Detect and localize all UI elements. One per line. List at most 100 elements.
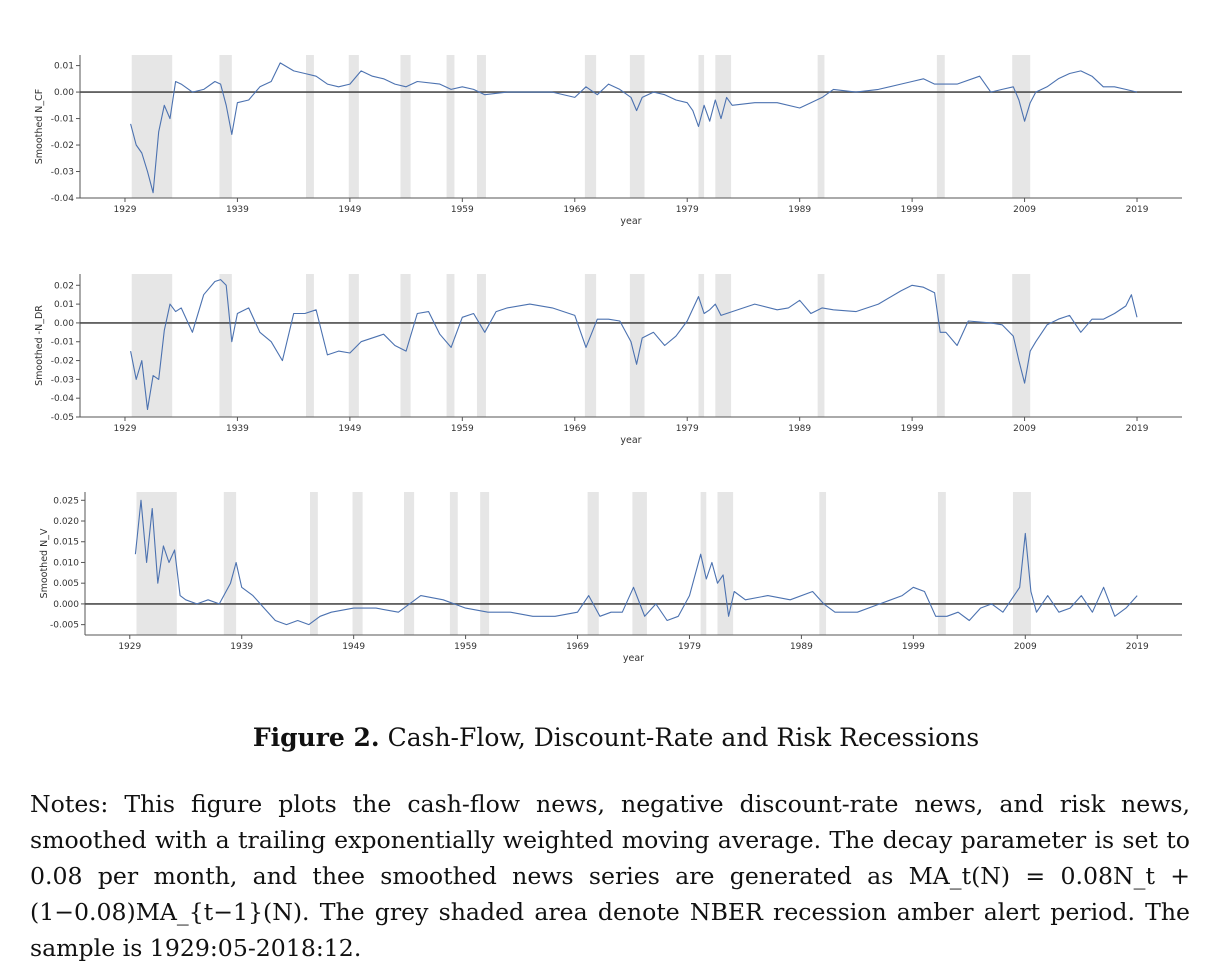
recession-band — [819, 492, 827, 635]
recession-band — [400, 55, 411, 198]
y-tick-label: 0.00 — [54, 319, 74, 329]
series-line — [134, 499, 1138, 626]
y-tick-label: -0.05 — [51, 413, 74, 423]
figure-caption: Figure 2. Cash-Flow, Discount-Rate and R… — [0, 723, 1232, 752]
recession-band — [817, 55, 825, 198]
y-tick-label: -0.03 — [51, 375, 74, 385]
figure-notes: Notes: This figure plots the cash-flow n… — [30, 790, 1190, 962]
y-tick-label: 0.010 — [53, 558, 79, 568]
y-tick-label: -0.03 — [51, 168, 74, 178]
recession-band — [629, 274, 645, 417]
y-tick-label: 0.025 — [53, 496, 79, 506]
x-tick-label: 1979 — [678, 642, 701, 652]
x-tick-label: 1939 — [226, 424, 249, 434]
chart-panel-2: 0.02 0.01 0.00 -0.01 -0.02 -0.03 -0.04 -0.05 192… — [34, 274, 1182, 446]
y-tick-label: -0.02 — [51, 141, 74, 151]
recession-band — [309, 492, 318, 635]
recession-band — [449, 492, 458, 635]
y-tick-label: -0.04 — [51, 194, 75, 204]
y-tick-label: -0.02 — [51, 357, 74, 367]
x-tick-label: 2019 — [1126, 424, 1149, 434]
x-tick-label: 1969 — [563, 205, 586, 215]
x-tick-label: 1999 — [902, 642, 925, 652]
x-tick-label: 1939 — [226, 205, 249, 215]
y-tick-label: 0.000 — [53, 600, 79, 610]
x-tick-label: 1979 — [676, 205, 699, 215]
x-tick-label: 1999 — [901, 205, 924, 215]
x-tick-label: 1979 — [676, 424, 699, 434]
caption-text: Cash-Flow, Discount-Rate and Risk Recess… — [387, 723, 980, 752]
recession-band — [348, 55, 359, 198]
x-tick-label: 2009 — [1013, 424, 1036, 434]
y-tick-label: 0.005 — [53, 579, 79, 589]
y-tick-label: 0.01 — [54, 62, 74, 72]
recession-band — [306, 274, 314, 417]
x-tick-label: 2009 — [1014, 642, 1037, 652]
y-tick-label: 0.020 — [53, 517, 79, 527]
recession-band — [629, 55, 645, 198]
x-tick-label: 2019 — [1126, 642, 1149, 652]
recession-band — [587, 492, 599, 635]
y-tick-label: -0.01 — [51, 338, 74, 348]
recession-band — [937, 492, 946, 635]
recession-band — [700, 492, 707, 635]
recession-band — [584, 55, 597, 198]
recession-band — [476, 55, 486, 198]
x-tick-label: 1929 — [114, 205, 137, 215]
recession-band — [404, 492, 415, 635]
x-tick-label: 1969 — [566, 642, 589, 652]
recession-band — [352, 492, 363, 635]
chart-panel-1: 0.01 0.00 -0.01 -0.02 -0.03 -0.04 1929 1939 1949… — [34, 55, 1182, 227]
x-tick-label: 1989 — [790, 642, 813, 652]
recession-band — [936, 274, 945, 417]
recession-band — [717, 492, 734, 635]
recession-band — [632, 492, 647, 635]
recession-band — [223, 492, 237, 635]
x-tick-label: 1959 — [451, 205, 474, 215]
recession-band — [348, 274, 359, 417]
y-tick-label: -0.005 — [50, 621, 79, 631]
x-tick-label: 1949 — [342, 642, 365, 652]
x-tick-label: 1969 — [563, 424, 586, 434]
recession-band — [131, 55, 173, 198]
y-tick-label: 0.00 — [54, 88, 74, 98]
x-tick-label: 1949 — [338, 205, 361, 215]
y-tick-label: -0.01 — [51, 115, 74, 125]
x-tick-label: 1959 — [454, 642, 477, 652]
recession-band — [1012, 55, 1031, 198]
x-tick-label: 1939 — [230, 642, 253, 652]
y-tick-label: 0.015 — [53, 538, 79, 548]
x-tick-label: 2019 — [1126, 205, 1149, 215]
y-tick-label: 0.02 — [54, 281, 74, 291]
x-axis-label: year — [620, 216, 641, 227]
x-tick-label: 1929 — [114, 424, 137, 434]
y-tick-label: -0.04 — [51, 394, 75, 404]
recession-band — [480, 492, 490, 635]
recession-band — [936, 55, 945, 198]
recession-band — [400, 274, 411, 417]
x-axis-label: year — [623, 653, 644, 664]
recession-band — [715, 55, 732, 198]
x-tick-label: 1989 — [788, 205, 811, 215]
recession-band — [584, 274, 597, 417]
y-axis-label: Smoothed N_V — [39, 528, 50, 598]
x-tick-label: 1929 — [118, 642, 141, 652]
recession-band — [817, 274, 825, 417]
x-tick-label: 1949 — [338, 424, 361, 434]
y-axis-label: Smoothed N_CF — [34, 89, 45, 165]
recession-band — [1012, 274, 1031, 417]
y-tick-label: 0.01 — [54, 300, 74, 310]
chart-panel-3: 0.025 0.020 0.015 0.010 0.005 0.000 -0.005 1929… — [39, 492, 1182, 664]
recession-band — [306, 55, 314, 198]
recession-band — [131, 274, 173, 417]
x-axis-label: year — [620, 435, 641, 446]
series-line — [130, 62, 1138, 194]
recession-band — [476, 274, 486, 417]
recession-band — [715, 274, 732, 417]
series-line — [130, 279, 1138, 411]
y-axis-label: Smoothed -N_DR — [34, 305, 45, 386]
recession-band — [698, 274, 705, 417]
x-tick-label: 2009 — [1013, 205, 1036, 215]
x-tick-label: 1989 — [788, 424, 811, 434]
recession-band — [698, 55, 705, 198]
